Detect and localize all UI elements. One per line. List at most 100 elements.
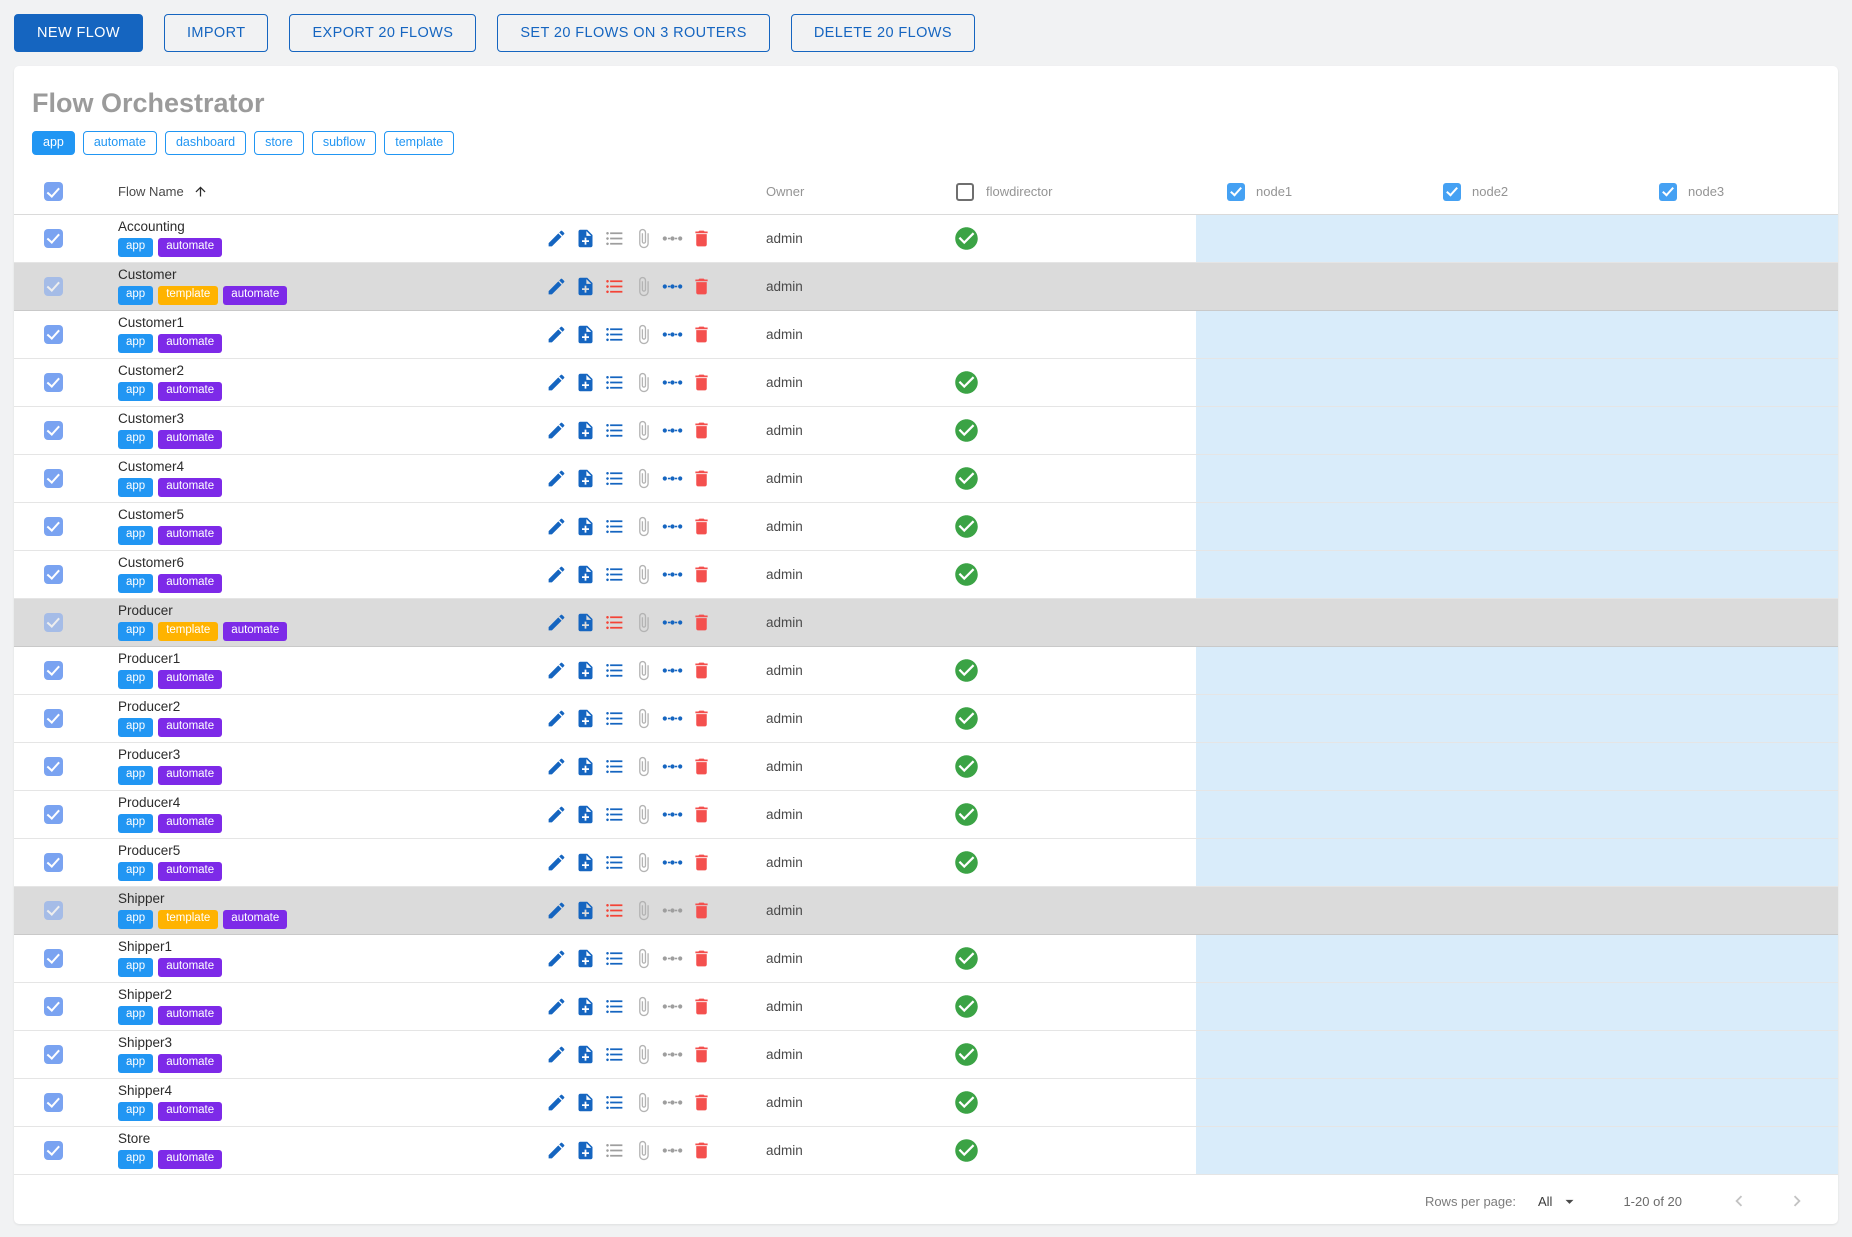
edit-icon[interactable] — [546, 948, 567, 969]
list-icon[interactable] — [604, 1044, 625, 1065]
edit-icon[interactable] — [546, 276, 567, 297]
row-checkbox[interactable] — [44, 1093, 63, 1112]
delete-icon[interactable] — [691, 324, 712, 345]
flow-name[interactable]: Shipper1 — [118, 939, 222, 954]
delete-icon[interactable] — [691, 228, 712, 249]
row-checkbox[interactable] — [44, 565, 63, 584]
edit-icon[interactable] — [546, 708, 567, 729]
filter-chip-dashboard[interactable]: dashboard — [165, 131, 246, 155]
attachment-icon[interactable] — [633, 948, 654, 969]
attachment-icon[interactable] — [633, 372, 654, 393]
flow-name[interactable]: Shipper4 — [118, 1083, 222, 1098]
duplicate-icon[interactable] — [575, 660, 596, 681]
edit-icon[interactable] — [546, 420, 567, 441]
flow-name[interactable]: Shipper — [118, 891, 287, 906]
sort-ascending-icon[interactable] — [193, 184, 208, 199]
edit-icon[interactable] — [546, 372, 567, 393]
edit-icon[interactable] — [546, 1140, 567, 1161]
delete-icon[interactable] — [691, 420, 712, 441]
row-checkbox[interactable] — [44, 853, 63, 872]
edit-icon[interactable] — [546, 900, 567, 921]
filter-chip-store[interactable]: store — [254, 131, 304, 155]
attachment-icon[interactable] — [633, 468, 654, 489]
duplicate-icon[interactable] — [575, 564, 596, 585]
duplicate-icon[interactable] — [575, 996, 596, 1017]
route-icon[interactable] — [662, 1092, 683, 1113]
duplicate-icon[interactable] — [575, 708, 596, 729]
edit-icon[interactable] — [546, 1044, 567, 1065]
duplicate-icon[interactable] — [575, 900, 596, 921]
duplicate-icon[interactable] — [575, 468, 596, 489]
delete-icon[interactable] — [691, 708, 712, 729]
node2-checkbox[interactable] — [1443, 183, 1461, 201]
row-checkbox[interactable] — [44, 757, 63, 776]
route-icon[interactable] — [662, 1140, 683, 1161]
rows-per-page-select[interactable]: All — [1538, 1192, 1579, 1211]
route-icon[interactable] — [662, 708, 683, 729]
list-icon[interactable] — [604, 708, 625, 729]
delete-icon[interactable] — [691, 852, 712, 873]
route-icon[interactable] — [662, 948, 683, 969]
duplicate-icon[interactable] — [575, 420, 596, 441]
filter-chip-subflow[interactable]: subflow — [312, 131, 376, 155]
route-icon[interactable] — [662, 1044, 683, 1065]
next-page-icon[interactable] — [1786, 1190, 1808, 1212]
list-icon[interactable] — [604, 612, 625, 633]
list-icon[interactable] — [604, 852, 625, 873]
delete-icon[interactable] — [691, 948, 712, 969]
route-icon[interactable] — [662, 996, 683, 1017]
delete-icon[interactable] — [691, 372, 712, 393]
row-checkbox[interactable] — [44, 1141, 63, 1160]
duplicate-icon[interactable] — [575, 804, 596, 825]
flow-name[interactable]: Customer2 — [118, 363, 222, 378]
flow-name[interactable]: Customer5 — [118, 507, 222, 522]
attachment-icon[interactable] — [633, 564, 654, 585]
delete-icon[interactable] — [691, 1092, 712, 1113]
row-checkbox[interactable] — [44, 325, 63, 344]
route-icon[interactable] — [662, 516, 683, 537]
delete-icon[interactable] — [691, 564, 712, 585]
delete-icon[interactable] — [691, 996, 712, 1017]
duplicate-icon[interactable] — [575, 612, 596, 633]
route-icon[interactable] — [662, 852, 683, 873]
duplicate-icon[interactable] — [575, 1044, 596, 1065]
node3-checkbox[interactable] — [1659, 183, 1677, 201]
list-icon[interactable] — [604, 564, 625, 585]
duplicate-icon[interactable] — [575, 516, 596, 537]
edit-icon[interactable] — [546, 660, 567, 681]
row-checkbox[interactable] — [44, 709, 63, 728]
delete-icon[interactable] — [691, 756, 712, 777]
edit-icon[interactable] — [546, 564, 567, 585]
attachment-icon[interactable] — [633, 996, 654, 1017]
row-checkbox[interactable] — [44, 517, 63, 536]
flow-name[interactable]: Shipper2 — [118, 987, 222, 1002]
flowdirector-checkbox[interactable] — [956, 183, 974, 201]
duplicate-icon[interactable] — [575, 948, 596, 969]
flow-name[interactable]: Accounting — [118, 219, 222, 234]
flow-name[interactable]: Customer — [118, 267, 287, 282]
edit-icon[interactable] — [546, 228, 567, 249]
delete-icon[interactable] — [691, 468, 712, 489]
duplicate-icon[interactable] — [575, 372, 596, 393]
attachment-icon[interactable] — [633, 612, 654, 633]
attachment-icon[interactable] — [633, 324, 654, 345]
duplicate-icon[interactable] — [575, 324, 596, 345]
flow-name[interactable]: Customer6 — [118, 555, 222, 570]
list-icon[interactable] — [604, 756, 625, 777]
attachment-icon[interactable] — [633, 708, 654, 729]
duplicate-icon[interactable] — [575, 756, 596, 777]
attachment-icon[interactable] — [633, 660, 654, 681]
attachment-icon[interactable] — [633, 276, 654, 297]
route-icon[interactable] — [662, 660, 683, 681]
delete-icon[interactable] — [691, 612, 712, 633]
list-icon[interactable] — [604, 948, 625, 969]
list-icon[interactable] — [604, 276, 625, 297]
delete-icon[interactable] — [691, 1044, 712, 1065]
route-icon[interactable] — [662, 324, 683, 345]
list-icon[interactable] — [604, 228, 625, 249]
duplicate-icon[interactable] — [575, 1092, 596, 1113]
row-checkbox[interactable] — [44, 997, 63, 1016]
route-icon[interactable] — [662, 756, 683, 777]
flow-name[interactable]: Producer2 — [118, 699, 222, 714]
list-icon[interactable] — [604, 516, 625, 537]
